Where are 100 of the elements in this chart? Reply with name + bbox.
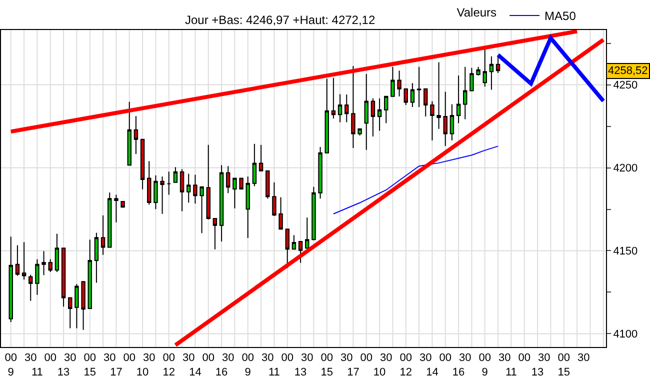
x-tick-label: 10 <box>136 366 149 378</box>
candlestick <box>424 88 428 117</box>
x-tick-label: 00 9 <box>478 352 491 378</box>
candlestick <box>377 98 382 132</box>
candlestick <box>226 166 230 194</box>
text: Jour +Bas: 4246,97 +Haut: 4272,12 <box>185 13 376 27</box>
candlestick <box>496 56 500 74</box>
candlestick <box>272 182 276 217</box>
candlestick <box>48 258 52 272</box>
candlestick <box>212 218 218 250</box>
x-tick-label: 30 <box>182 352 195 364</box>
x-tick-label: 30 <box>577 352 590 364</box>
x-tick-label: 30 <box>103 352 116 364</box>
x-tick-label: 00 9 <box>242 352 254 378</box>
candlestick <box>160 176 164 214</box>
candlestick <box>482 48 487 88</box>
x-tick-label: 30 <box>64 352 76 364</box>
y-tick-label: 4150 <box>613 246 638 258</box>
candlestick <box>35 258 40 296</box>
candlestick <box>370 98 376 138</box>
y-tick-label: 4200 <box>613 162 638 175</box>
candlestick <box>166 171 171 196</box>
candlestick <box>100 214 106 256</box>
candlestick <box>358 128 362 136</box>
x-tick-label: 11 <box>268 366 280 378</box>
candlestick <box>154 174 158 210</box>
x-tick-label: 00 <box>123 352 136 364</box>
x-tick-label: 30 <box>300 352 314 364</box>
candlestick <box>114 194 118 223</box>
candlestick <box>404 88 408 106</box>
x-tick-label: 00 9 <box>4 352 17 378</box>
candlestick <box>278 196 283 230</box>
candlestick <box>28 274 33 302</box>
candlestick <box>397 70 402 97</box>
candlestick <box>200 186 204 234</box>
candlestick <box>74 284 79 329</box>
legend-title: Valeurs <box>456 6 497 20</box>
candlestick <box>252 143 257 187</box>
candlestick <box>88 239 92 309</box>
candlestick <box>470 67 474 92</box>
candlestick <box>489 56 494 90</box>
candlestick <box>219 164 224 242</box>
candlestick <box>68 297 72 329</box>
x-tick-label: 17 <box>347 366 360 378</box>
x-tick-label: 11 <box>505 366 517 378</box>
candlestick <box>15 244 20 276</box>
x-tick-label: 30 <box>380 352 392 364</box>
legend-label: MA50 <box>544 9 576 24</box>
annotation: 4258,52 <box>608 65 648 77</box>
candlestick <box>173 166 178 183</box>
x-tick-label: 13 <box>531 366 544 378</box>
candlestick <box>331 77 336 119</box>
x-tick-label: 11 <box>32 366 43 378</box>
x-tick-label: 00 <box>360 352 372 364</box>
candlestick <box>384 96 388 124</box>
x-tick-label: 13 <box>57 366 70 378</box>
candlestick <box>180 168 184 212</box>
x-tick-label: 16 <box>452 366 465 378</box>
candlestick <box>246 176 250 238</box>
candlestick <box>416 66 422 108</box>
candlestick <box>22 242 26 280</box>
x-tick-label: 00 <box>518 352 530 364</box>
candlestick <box>318 146 322 200</box>
x-tick-label: 30 <box>142 352 156 364</box>
candlestick <box>463 66 468 120</box>
x-tick-label: 00 15 <box>84 352 96 378</box>
x-tick-label: 00 12 <box>400 352 412 378</box>
candlestick <box>81 280 86 330</box>
candlestick <box>324 78 329 154</box>
x-tick-label: 30 <box>24 352 37 364</box>
y-tick-label: 4250 <box>613 80 638 92</box>
candlestick <box>390 66 395 97</box>
x-tick-label: 00 <box>281 352 294 364</box>
x-tick-label: 30 <box>458 352 472 364</box>
candlestick <box>42 250 46 276</box>
candlestick <box>410 82 415 108</box>
candlestick <box>239 178 244 190</box>
x-tick-label: 30 <box>340 352 353 364</box>
x-tick-label: 30 <box>261 352 274 364</box>
candlestick <box>140 138 145 190</box>
candlestick <box>134 116 138 154</box>
candlestick <box>258 144 264 172</box>
x-tick-label: 00 <box>44 352 56 364</box>
x-tick-label: 10 <box>373 366 386 378</box>
candlestick <box>94 232 99 284</box>
candlestick <box>430 100 434 141</box>
candlestick <box>312 186 316 240</box>
candlestick <box>54 233 60 272</box>
candlestick <box>193 174 198 204</box>
candlestick <box>8 236 13 322</box>
candlestick <box>338 94 342 123</box>
candlestick <box>298 240 303 264</box>
x-tick-label: 00 12 <box>162 352 175 378</box>
candlestick <box>285 228 290 269</box>
candlestick <box>476 66 480 76</box>
x-tick-label: 13 <box>294 366 307 378</box>
candlestick <box>450 104 454 141</box>
candlestick <box>266 170 270 200</box>
x-tick-label: 00 <box>202 352 214 364</box>
x-tick-label: 30 <box>222 352 234 364</box>
